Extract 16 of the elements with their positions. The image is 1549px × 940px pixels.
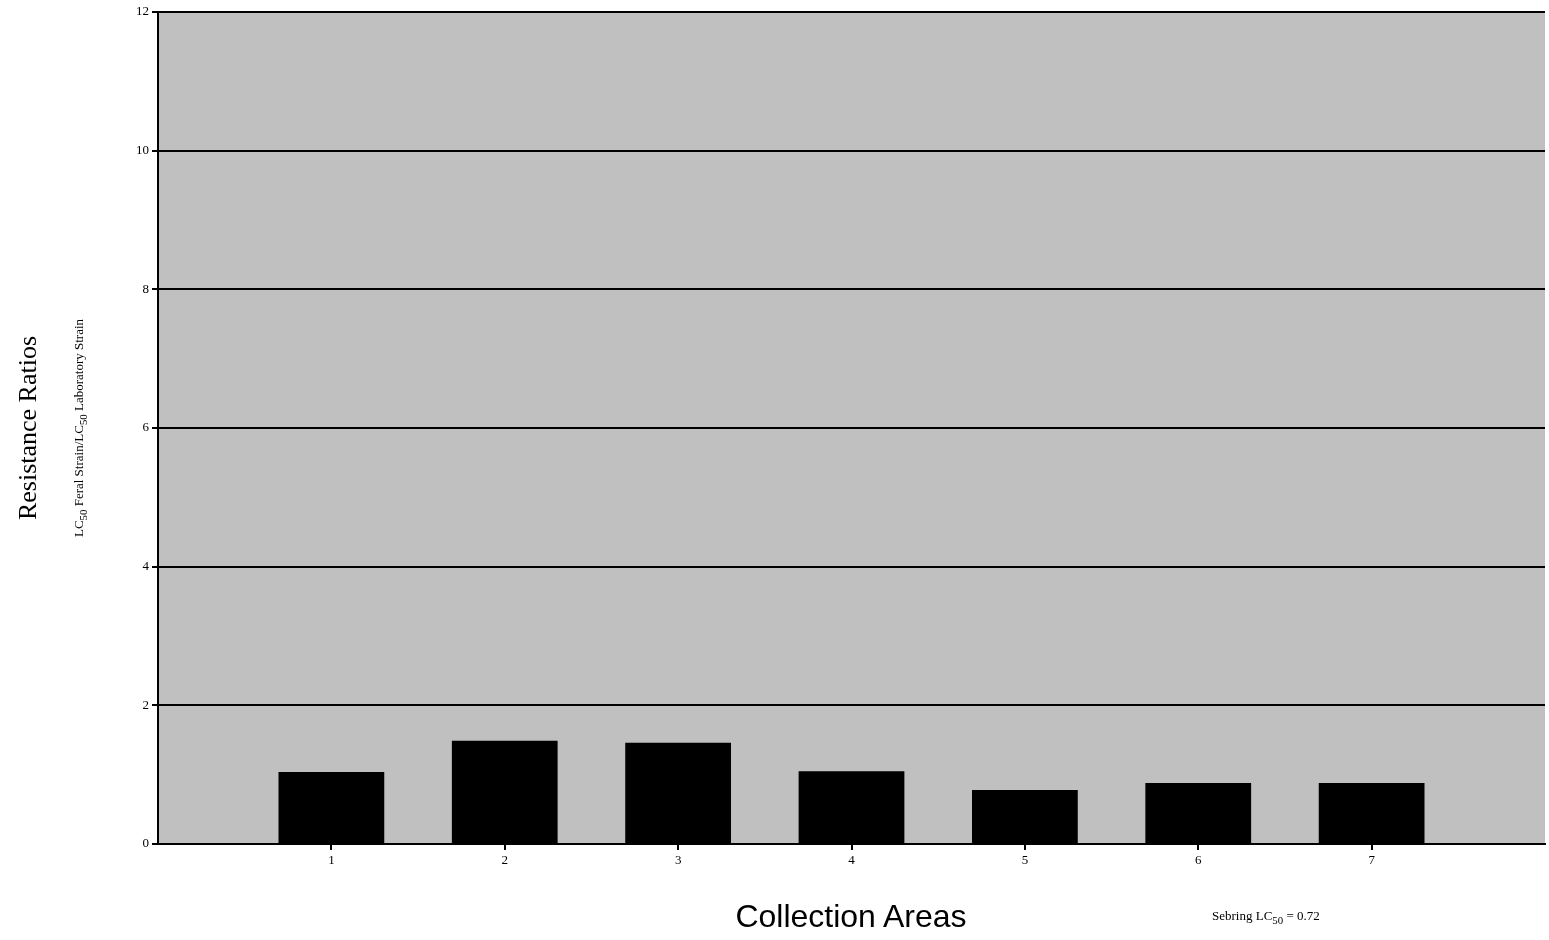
x-tick-label: 4 <box>848 852 856 868</box>
y-tick-label: 2 <box>142 696 149 712</box>
y-tick-label: 12 <box>136 3 149 19</box>
y-tick-label: 10 <box>136 142 149 158</box>
x-tick-label: 6 <box>1195 852 1202 868</box>
x-tick-label: 7 <box>1368 852 1376 868</box>
y-tick-label: 6 <box>142 419 150 435</box>
x-tick-label: 3 <box>674 852 682 868</box>
x-tick-label: 2 <box>501 852 508 868</box>
text: Sebring LC$_{50}$ = 0.72 <box>1212 908 1320 926</box>
x-tick-label: 1 <box>328 852 335 868</box>
x-tick-label: 5 <box>1021 852 1029 868</box>
y-tick-label: 8 <box>142 280 149 296</box>
y-tick-label: 4 <box>142 558 150 574</box>
x-axis-title: Collection Areas <box>735 897 967 935</box>
y-tick-label: 0 <box>142 835 149 851</box>
